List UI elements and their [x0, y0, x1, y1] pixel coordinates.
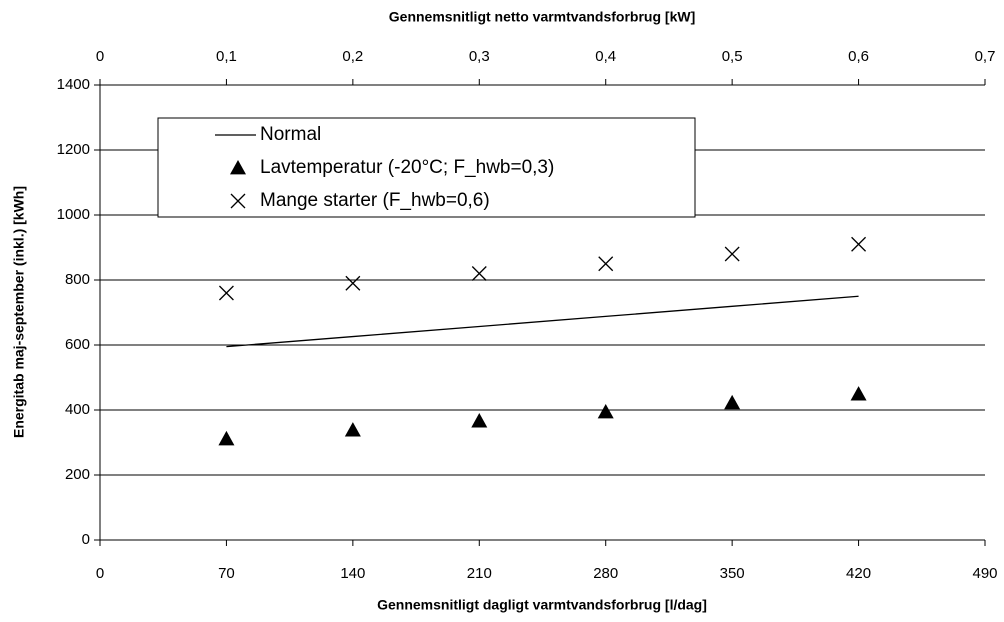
x-tick-label: 70: [218, 565, 235, 582]
cross-marker: [471, 266, 487, 281]
triangle-marker: [344, 422, 361, 437]
x2-axis-title: Gennemsnitligt netto varmtvandsforbrug […: [389, 9, 695, 25]
y-tick-label: 400: [65, 401, 90, 418]
x2-tick-label: 0: [96, 48, 104, 65]
cross-marker: [218, 285, 234, 301]
legend-box: [157, 117, 696, 218]
x-tick-label: 140: [340, 565, 365, 582]
legend: Normal Lavtemperatur (-20°C; F_hwb=0,3) Ma…: [157, 117, 696, 218]
x-tick-label: 210: [467, 565, 492, 582]
cross-marker: [598, 256, 614, 272]
y-tick-label: 800: [65, 271, 90, 288]
x-tick-label: 420: [846, 565, 871, 582]
x-tick-label: 0: [96, 565, 104, 582]
x-tick-label: 280: [593, 565, 618, 582]
x2-tick-label: 0,7: [975, 48, 996, 65]
y-axis-title: Energitab maj-september (inkl.) [kWh]: [11, 186, 27, 438]
x2-tick-label: 0,3: [469, 48, 490, 65]
legend-label: Lavtemperatur (-20°C; F_hwb=0,3): [260, 157, 554, 178]
x-tick-label: 350: [720, 565, 745, 582]
cross-marker: [230, 193, 246, 209]
cross-marker: [724, 246, 740, 262]
y-tick-label: 1000: [57, 206, 90, 223]
cross-marker: [851, 236, 867, 252]
triangle-marker: [724, 394, 741, 410]
triangle-marker: [597, 403, 614, 419]
cross-marker: [345, 275, 361, 291]
triangle-marker: [230, 160, 246, 175]
triangle-marker: [850, 386, 867, 401]
x2-tick-label: 0,5: [722, 48, 743, 65]
x-axis-title: Gennemsnitligt dagligt varmtvandsforbrug…: [377, 597, 707, 613]
x-tick-label: 490: [972, 565, 997, 582]
y-tick-label: 200: [65, 466, 90, 483]
y-tick-label: 1400: [57, 76, 90, 93]
triangle-marker: [471, 413, 488, 428]
y-tick-label: 1200: [57, 141, 90, 158]
x2-tick-label: 0,2: [342, 48, 363, 65]
x2-tick-label: 0,6: [848, 48, 869, 65]
legend-label: Normal: [260, 124, 321, 145]
y-tick-label: 600: [65, 336, 90, 353]
x2-tick-label: 0,1: [216, 48, 237, 65]
series-line: [226, 295, 859, 348]
triangle-marker: [218, 430, 235, 446]
y-tick-label: 0: [82, 531, 90, 548]
legend-label: Mange starter (F_hwb=0,6): [260, 190, 490, 211]
x2-tick-label: 0,4: [595, 48, 616, 65]
